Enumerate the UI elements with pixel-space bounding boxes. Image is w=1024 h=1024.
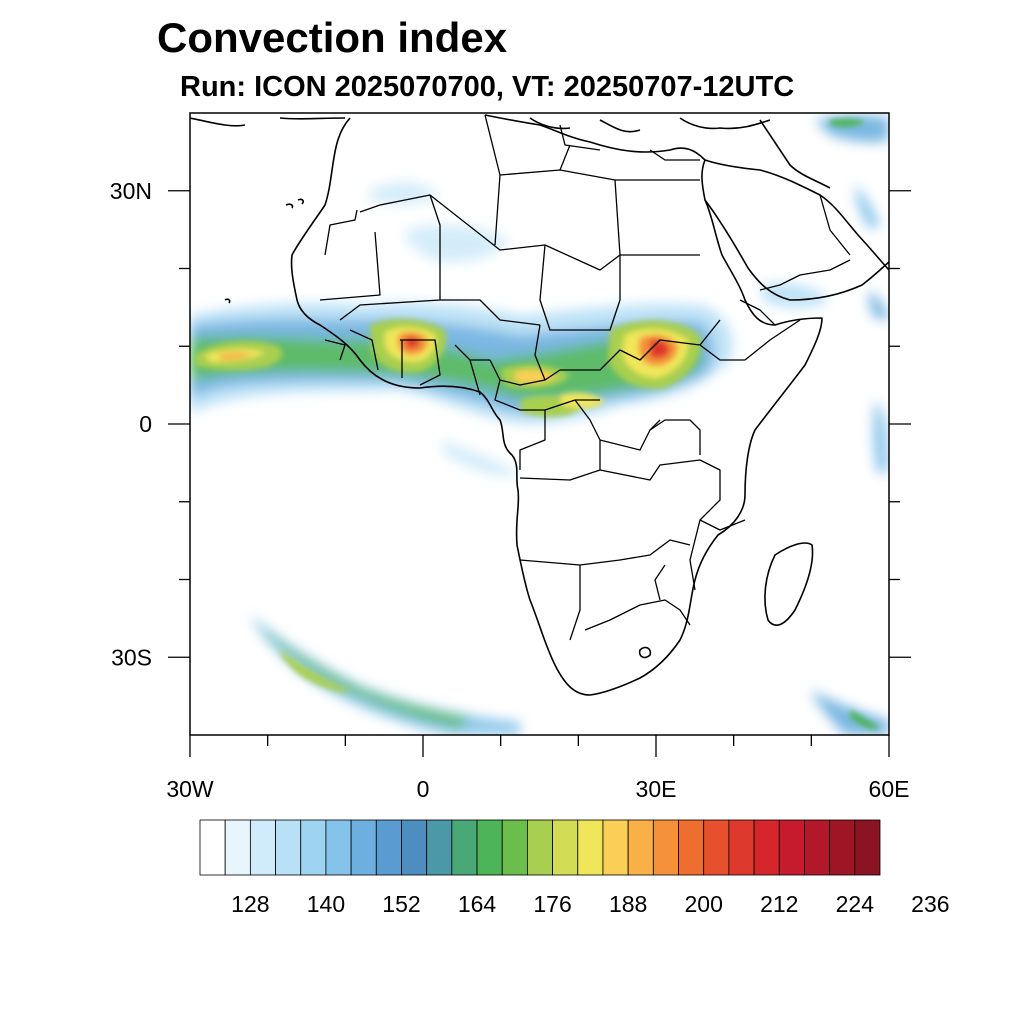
colorbar-box (325, 819, 352, 876)
colorbar-box (652, 819, 679, 876)
coastlines (190, 114, 889, 696)
colorbar-box (476, 819, 503, 876)
lon-tick-label: 30E (636, 776, 677, 802)
convection-field (190, 115, 889, 735)
colorbar (199, 819, 881, 876)
colorbar-box (527, 819, 553, 876)
colorbar-box (300, 819, 327, 876)
colorbar-box (375, 819, 402, 876)
colorbar-label: 236 (911, 891, 949, 917)
colorbar-box (275, 819, 302, 876)
colorbar-box (602, 819, 629, 876)
colorbar-box (627, 819, 654, 876)
colorbar-box (829, 819, 856, 876)
colorbar-label: 152 (382, 891, 420, 917)
axis-ticks (168, 190, 911, 757)
colorbar-box (350, 819, 377, 876)
colorbar-box (249, 819, 276, 876)
colorbar-box (577, 819, 604, 876)
colorbar-label: 224 (836, 891, 875, 917)
colorbar-box (678, 819, 705, 876)
colorbar-label: 200 (685, 891, 723, 917)
map-area (190, 113, 889, 735)
colorbar-box (728, 819, 755, 876)
colorbar-box (552, 819, 579, 876)
colorbar-label: 164 (458, 891, 497, 917)
colorbar-box (804, 819, 831, 876)
lat-tick-label: 0 (139, 411, 152, 437)
axis-labels: 30W 0 30E 60E 30N 0 30S (110, 178, 910, 802)
colorbar-label: 212 (760, 891, 798, 917)
colorbar-box (703, 819, 730, 876)
colorbar-label: 176 (533, 891, 571, 917)
colorbar-labels: 128 140 152 164 176 188 200 212 224 236 (231, 891, 949, 917)
country-borders (319, 114, 851, 641)
colorbar-label: 128 (231, 891, 269, 917)
colorbar-box (224, 819, 251, 876)
lon-tick-label: 30W (166, 776, 214, 802)
colorbar-box (501, 819, 528, 876)
lon-tick-label: 60E (869, 776, 910, 802)
colorbar-label: 140 (307, 891, 345, 917)
map-subtitle: Run: ICON 2025070700, VT: 20250707-12UTC (180, 71, 795, 103)
lon-tick-label: 0 (417, 776, 430, 802)
lat-tick-label: 30S (111, 644, 152, 670)
colorbar-box (426, 819, 453, 876)
colorbar-label: 188 (609, 891, 647, 917)
lat-tick-label: 30N (110, 178, 152, 204)
map-title: Convection index (157, 14, 508, 61)
colorbar-box (778, 819, 805, 876)
colorbar-box (451, 819, 478, 876)
colorbar-box (199, 819, 226, 876)
colorbar-box (854, 819, 881, 876)
colorbar-box (401, 819, 428, 876)
colorbar-box (753, 819, 780, 876)
